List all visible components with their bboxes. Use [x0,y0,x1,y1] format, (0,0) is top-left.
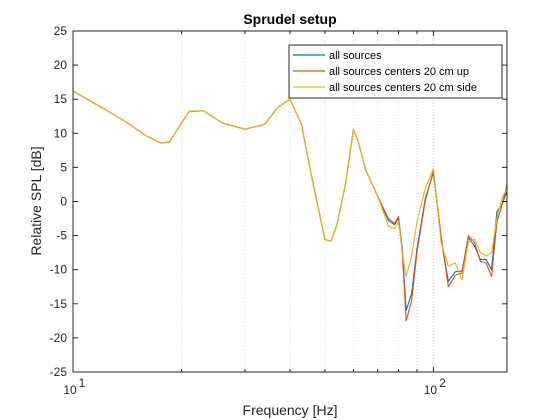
y-tick-label: 0 [60,195,67,209]
y-tick-label: 10 [54,126,68,140]
y-tick-label: 25 [54,24,68,38]
y-tick-label: -5 [56,229,67,243]
y-tick-label: -20 [50,331,68,345]
x-tick-label: 10 [424,383,438,397]
y-tick-label: -10 [50,263,68,277]
y-axis-label: Relative SPL [dB] [28,146,44,255]
legend: all sources all sources centers 20 cm up a… [288,44,503,99]
y-tick-label: 15 [54,92,68,106]
y-tick-label: -25 [50,365,68,379]
chart-title: Sprudel setup [243,11,336,27]
x-tick-label: 10 [63,383,77,397]
legend-label-2: all sources centers 20 cm up [329,66,469,78]
y-tick-label: 20 [54,58,68,72]
series-line-3 [72,90,508,281]
y-tick-label: -15 [50,297,68,311]
x-tick-label-exponent: 2 [439,376,446,390]
x-tick-label-exponent: 1 [79,376,86,390]
y-tick-label: 5 [60,160,67,174]
x-axis-label: Frequency [Hz] [243,402,338,418]
series-group [72,90,508,322]
legend-label-1: all sources [329,50,382,62]
legend-label-3: all sources centers 20 cm side [329,82,477,94]
